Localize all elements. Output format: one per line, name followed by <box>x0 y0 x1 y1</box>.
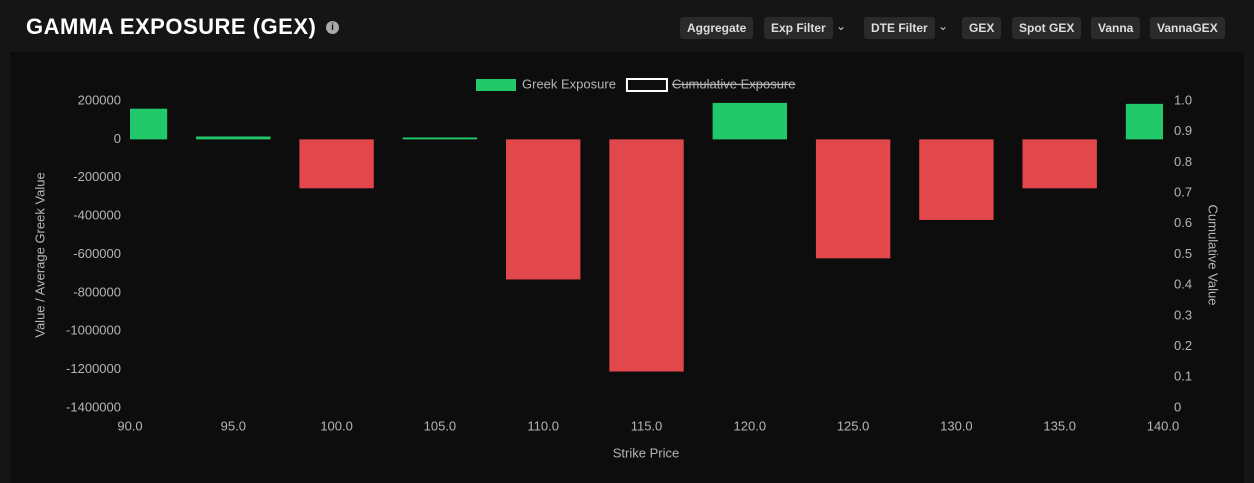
page-title: GAMMA EXPOSURE (GEX) <box>26 14 317 39</box>
bar <box>712 102 787 140</box>
y-tick-label: -1400000 <box>66 399 121 414</box>
bar <box>1125 103 1163 140</box>
y2-tick-label: 0.2 <box>1174 338 1192 353</box>
bars <box>130 102 1163 372</box>
bar <box>1022 139 1097 189</box>
bar <box>402 137 478 140</box>
spot-gex-button[interactable]: Spot GEX <box>1012 17 1082 39</box>
bar <box>919 139 994 220</box>
bar <box>196 136 271 140</box>
legend-label: Greek Exposure <box>522 76 616 91</box>
y-tick-label: -1000000 <box>66 323 121 338</box>
x-tick-label: 135.0 <box>1043 418 1076 433</box>
x-tick-label: 120.0 <box>734 418 767 433</box>
y-tick-label: -800000 <box>73 284 121 299</box>
y2-axis-label: Cumulative Value <box>1206 205 1221 306</box>
y2-tick-label: 0.5 <box>1174 246 1192 261</box>
x-tick-label: 125.0 <box>837 418 870 433</box>
chevron[interactable]: ⌄ <box>836 19 847 33</box>
x-tick-label: 95.0 <box>221 418 246 433</box>
legend-swatch <box>625 78 668 92</box>
bar <box>130 108 168 140</box>
y-tick-label: -200000 <box>73 169 121 184</box>
info-icon[interactable]: i <box>326 21 339 34</box>
x-tick-label: 140.0 <box>1147 418 1180 433</box>
y-tick-label: -400000 <box>73 208 121 223</box>
gex-button[interactable]: GEX <box>962 17 1002 39</box>
bar <box>609 139 684 372</box>
x-tick-label: 130.0 <box>940 418 973 433</box>
y2-tick-label: 0.8 <box>1174 154 1192 169</box>
dte-filter-button[interactable]: DTE Filter <box>864 17 935 39</box>
x-tick-label: 115.0 <box>631 418 663 433</box>
y2-tick-label: 0.4 <box>1174 277 1192 292</box>
y-tick-label: -1200000 <box>66 361 121 376</box>
bar <box>815 139 891 259</box>
y-tick-label: 0 <box>114 131 121 146</box>
y2-tick-label: 0.9 <box>1174 123 1192 138</box>
x-tick-label: 105.0 <box>424 418 457 433</box>
x-tick-label: 90.0 <box>117 418 142 433</box>
exp-filter-button[interactable]: Exp Filter <box>764 17 833 39</box>
y-tick-label: 200000 <box>78 92 121 107</box>
vannagex-button[interactable]: VannaGEX <box>1150 17 1225 39</box>
y-axis-label: Value / Average Greek Value <box>32 172 47 338</box>
y2-tick-label: 0.7 <box>1174 185 1192 200</box>
x-axis-label: Strike Price <box>613 445 679 460</box>
aggregate-button[interactable]: Aggregate <box>680 17 754 39</box>
y-tick-label: -600000 <box>73 246 121 261</box>
y2-tick-label: 0.1 <box>1174 369 1192 384</box>
vanna-button[interactable]: Vanna <box>1091 17 1141 39</box>
x-tick-label: 100.0 <box>320 418 353 433</box>
legend-label: Cumulative Exposure <box>672 76 796 91</box>
y2-tick-label: 0 <box>1174 399 1181 414</box>
bar <box>299 139 374 189</box>
chevron[interactable]: ⌄ <box>938 19 949 33</box>
legend-swatch <box>476 79 516 91</box>
x-tick-label: 110.0 <box>527 418 559 433</box>
bar <box>506 139 581 280</box>
y2-tick-label: 0.3 <box>1174 307 1192 322</box>
y2-tick-label: 1.0 <box>1174 92 1192 107</box>
y2-tick-label: 0.6 <box>1174 215 1192 230</box>
